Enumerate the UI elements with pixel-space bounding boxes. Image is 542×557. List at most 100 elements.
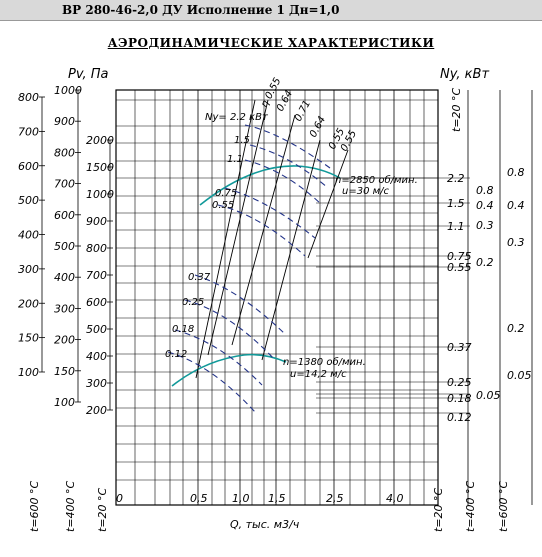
- ny-scale-1-tick-label: 1.1: [447, 220, 465, 233]
- x-tick-label: 0,5: [190, 492, 208, 505]
- ny-scale-3-tick-label: 0.8: [507, 166, 525, 179]
- chart-curves: [167, 99, 349, 413]
- ny-scale-1-tick-label: 0.25: [447, 376, 472, 389]
- ny-scale-2-tick-label: 0.4: [476, 199, 494, 212]
- plot-frame: [115, 89, 439, 506]
- ny-scale-3-tick-label: 0.2: [507, 322, 525, 335]
- pv-scale-3-tick-label: 2000: [86, 134, 114, 147]
- pv-scale-1-tick-label: 150: [18, 332, 39, 345]
- pv-scale-2-tick-label: 800: [54, 146, 75, 159]
- pv-scale-1-tick-label: 200: [18, 297, 39, 310]
- power-curve-label: 0.55: [212, 200, 234, 211]
- efficiency-label: 0.64: [275, 89, 295, 114]
- ny-top-temp-label: t=20 °C: [450, 87, 463, 132]
- ny-scale-2-tick-label: 0.2: [476, 256, 494, 269]
- pv-scale-3-tick-label: 300: [86, 377, 107, 390]
- power-curve: [167, 351, 256, 413]
- pv-scale-2-tick-label: 600: [54, 209, 75, 222]
- efficiency-line: [207, 99, 269, 356]
- ny-scale-2-tick-label: 0.3: [476, 219, 494, 232]
- efficiency-label: 0.64: [308, 115, 328, 140]
- power-curve: [249, 144, 329, 189]
- pressure-curve-2850: [199, 165, 341, 206]
- x-tick-label: 1,0: [232, 492, 250, 505]
- y-axis-label-pv: Pv, Па: [68, 67, 109, 82]
- pv-scale-3-tick-label: 400: [86, 350, 107, 363]
- ny-scale-1-title: t=20 °C: [432, 487, 445, 532]
- x-tick-label: 1,5: [268, 492, 286, 505]
- pv-scale-1-tick-label: 600: [18, 160, 39, 173]
- pv-scale-1-tick-label: 700: [18, 125, 39, 138]
- power-curve-label: Ny= 2.2 кВт: [205, 112, 269, 123]
- operating-point-velocity: u=14,2 м/с: [290, 369, 347, 380]
- pv-scale-2-tick-label: 300: [54, 302, 75, 315]
- efficiency-line: [307, 149, 349, 259]
- pv-scale-3-tick-label: 500: [86, 323, 107, 336]
- pv-scale-1-tick-label: 400: [18, 229, 39, 242]
- pv-scale-1-tick-label: 100: [18, 366, 39, 379]
- ny-scale-1-tick-label: 0.12: [447, 411, 472, 424]
- pv-scale-1-tick-label: 500: [18, 194, 39, 207]
- ny-scale-1-tick-label: 0.37: [447, 341, 472, 354]
- ny-scale-3-tick-label: 0.3: [507, 236, 525, 249]
- x-axis-label: Q, тыс. м3/ч: [230, 518, 300, 531]
- ny-scale-3-title: t=600 °C: [497, 480, 510, 532]
- efficiency-line: [261, 139, 321, 361]
- x-tick-label: 2,5: [326, 492, 344, 505]
- power-curve-label: 1.5: [234, 135, 250, 146]
- efficiency-label: 0.71: [293, 99, 313, 124]
- efficiency-line: [231, 114, 296, 346]
- pv-scale-2-tick-label: 1000: [54, 84, 82, 97]
- ny-scale-1-tick-label: 0.55: [447, 261, 472, 274]
- pv-scale-1-tick-label: 800: [18, 91, 39, 104]
- power-curve: [244, 159, 323, 206]
- pv-scale-2-title: t=400 °C: [64, 480, 77, 532]
- operating-point-speed: n=2850 об/мин.: [335, 174, 418, 186]
- ny-scale-2-tick-label: 0.05: [476, 389, 501, 402]
- power-curve-label: 0.12: [165, 349, 187, 360]
- pv-scale-2-tick-label: 150: [54, 365, 75, 378]
- ny-scale-1-tick-label: 0.18: [447, 392, 472, 405]
- power-curve: [184, 299, 276, 361]
- pv-scale-3-tick-label: 800: [86, 242, 107, 255]
- pv-scale-3-title: t=20 °C: [96, 487, 109, 532]
- operating-point-velocity: u=30 м/с: [342, 186, 390, 197]
- ny-scale-3-tick-label: 0.05: [507, 369, 532, 382]
- chart-grid: [115, 89, 470, 506]
- x-tick-label: 0: [116, 492, 123, 505]
- pv-scale-3-tick-label: 1500: [86, 161, 114, 174]
- ny-scale-2-tick-label: 0.8: [476, 184, 494, 197]
- pv-scale-2-tick-label: 700: [54, 178, 75, 191]
- pv-scale-2-tick-label: 100: [54, 396, 75, 409]
- power-curve-label: 0.37: [188, 272, 211, 283]
- ny-scale-1-tick-label: 2.2: [447, 172, 465, 185]
- ny-scale-1-tick-label: 0.75: [447, 250, 472, 263]
- ny-scale-1-tick-label: 1.5: [447, 197, 465, 210]
- power-curve-label: 0.18: [172, 324, 194, 335]
- axis-scales: 8007006005004003002001501001000900800700…: [18, 84, 533, 505]
- pv-scale-3-tick-label: 1000: [86, 188, 114, 201]
- header-text: ВР 280-46-2,0 ДУ Исполнение 1 Дн=1,0: [62, 3, 340, 17]
- power-curve: [244, 124, 331, 169]
- pressure-curve-1380: [171, 353, 287, 387]
- pv-scale-2-tick-label: 200: [54, 334, 75, 347]
- pv-scale-1-title: t=600 °C: [28, 480, 41, 532]
- operating-point-speed: n=1380 об/мин.: [283, 356, 366, 368]
- pv-scale-3-tick-label: 900: [86, 215, 107, 228]
- x-tick-label: 4,0: [386, 492, 404, 505]
- pv-scale-3-tick-label: 600: [86, 296, 107, 309]
- power-curve: [194, 274, 287, 336]
- page-title: АЭРОДИНАМИЧЕСКИЕ ХАРАКТЕРИСТИКИ: [107, 36, 435, 50]
- pv-scale-3-tick-label: 200: [86, 404, 107, 417]
- ny-scale-2-title: t=400 °C: [464, 480, 477, 532]
- power-curve-label: 0.75: [215, 188, 237, 199]
- header-bar: ВР 280-46-2,0 ДУ Исполнение 1 Дн=1,0: [0, 0, 542, 21]
- power-curve: [174, 329, 263, 386]
- pv-scale-3-tick-label: 700: [86, 269, 107, 282]
- power-curve: [224, 187, 316, 239]
- ny-scale-3-tick-label: 0.4: [507, 199, 525, 212]
- y-axis-label-ny: Ny, кВт: [440, 67, 489, 82]
- pv-scale-2-tick-label: 900: [54, 115, 75, 128]
- pv-scale-1-tick-label: 300: [18, 263, 39, 276]
